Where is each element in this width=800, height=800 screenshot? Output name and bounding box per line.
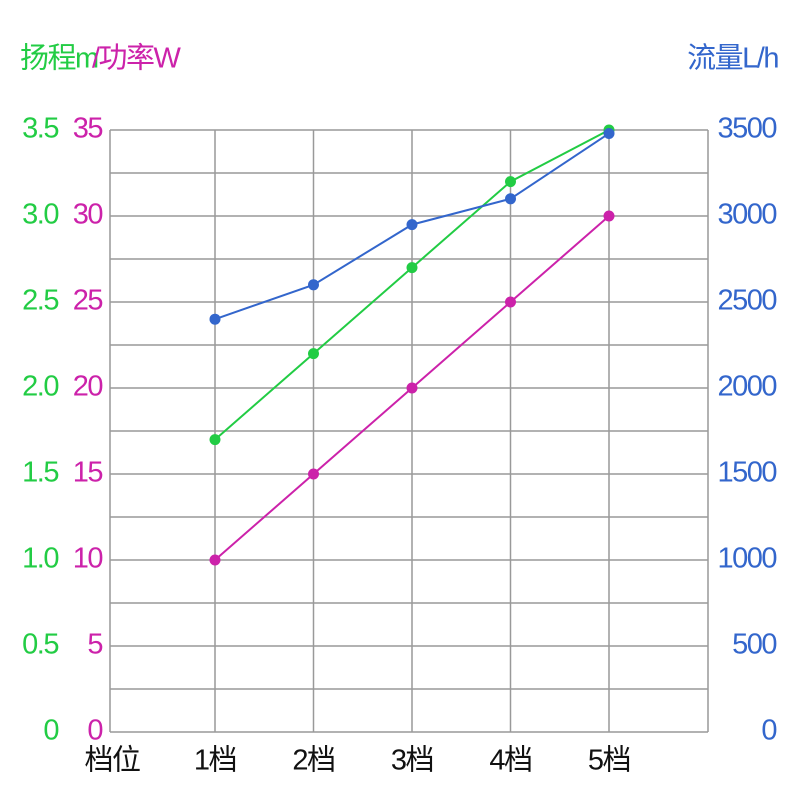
- data-point: [406, 382, 418, 394]
- y3-tick-label: 35: [73, 113, 103, 145]
- data-point: [505, 176, 516, 188]
- data-point: [209, 434, 221, 446]
- x-tick-label: 4档: [489, 744, 531, 777]
- y-axis-title: 扬程m: [20, 42, 98, 75]
- y-tick-label: 3.0: [22, 199, 58, 231]
- y-tick-label: 0.5: [22, 629, 58, 661]
- data-point: [308, 279, 319, 291]
- y3-tick-label: 5: [87, 629, 102, 661]
- y3-tick-label: 20: [73, 371, 103, 403]
- y2-tick-label: 1000: [717, 543, 776, 575]
- data-point: [308, 348, 319, 360]
- y3-tick-label: 25: [73, 285, 103, 317]
- y2-tick-label: 1500: [717, 457, 776, 489]
- y-tick-label: 0: [43, 715, 58, 747]
- y2-tick-label: 0: [761, 715, 776, 747]
- x-axis-label: 档位: [84, 744, 140, 777]
- data-point: [209, 313, 221, 325]
- x-tick-label: 2档: [292, 744, 334, 777]
- y-tick-label: 1.5: [22, 457, 58, 489]
- data-point: [505, 193, 516, 205]
- y3-tick-label: 30: [73, 199, 103, 231]
- y-tick-label: 2.0: [22, 371, 58, 403]
- y3-tick-label: 0: [87, 715, 102, 747]
- y3-tick-label: 15: [73, 457, 103, 489]
- y2-tick-label: 500: [732, 629, 776, 661]
- y3-tick-label: 10: [73, 543, 103, 575]
- y2-tick-label: 3500: [717, 113, 776, 145]
- data-point: [505, 296, 516, 308]
- y-tick-label: 1.0: [22, 543, 58, 575]
- x-tick-label: 5档: [588, 744, 630, 777]
- y2-axis-title: 流量L/h: [687, 42, 778, 75]
- data-point: [603, 210, 615, 222]
- x-tick-label: 1档: [194, 744, 236, 777]
- y-tick-label: 3.5: [22, 113, 58, 145]
- x-tick-label: 3档: [391, 744, 433, 777]
- data-point: [406, 262, 418, 274]
- data-point: [308, 468, 319, 480]
- y2-tick-label: 3000: [717, 199, 776, 231]
- data-point: [603, 127, 615, 139]
- data-point: [406, 219, 418, 231]
- y2-tick-label: 2500: [717, 285, 776, 317]
- y-tick-label: 2.5: [22, 285, 58, 317]
- y3-axis-title: /功率W: [92, 42, 182, 75]
- data-point: [209, 554, 221, 566]
- y2-tick-label: 2000: [717, 371, 776, 403]
